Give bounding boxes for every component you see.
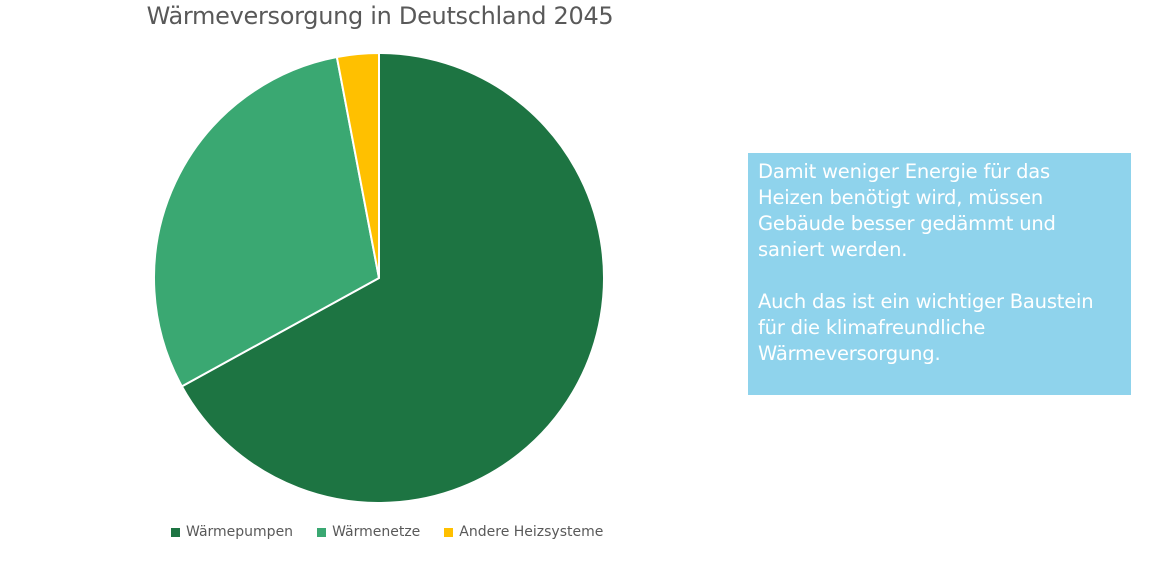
chart-title: Wärmeversorgung in Deutschland 2045 (146, 2, 614, 30)
info-paragraph-2: Auch das ist ein wichtiger Baustein für … (758, 290, 1094, 365)
slice-waermepumpen (180, 52, 605, 504)
legend-label: Andere Heizsysteme (459, 524, 604, 540)
slice-andere-heizsysteme (335, 52, 380, 279)
legend-label: Wärmenetze (332, 524, 421, 540)
legend-swatch-icon (444, 527, 454, 537)
slice-waermenetze (153, 55, 380, 388)
info-text-box: Damit weniger Energie für das Heizen ben… (748, 153, 1131, 395)
info-paragraph-1: Damit weniger Energie für das Heizen ben… (758, 160, 1056, 261)
legend-label: Wärmepumpen (186, 524, 294, 540)
legend-item-andere-heizsysteme: Andere Heizsysteme (444, 524, 603, 540)
legend-item-waermenetze: Wärmenetze (317, 524, 420, 540)
legend-item-waermepumpen: Wärmepumpen (171, 524, 293, 540)
pie-chart (153, 52, 605, 504)
chart-legend: Wärmepumpen Wärmenetze Andere Heizsystem… (171, 524, 603, 540)
legend-swatch-icon (171, 527, 180, 537)
legend-swatch-icon (317, 527, 327, 537)
